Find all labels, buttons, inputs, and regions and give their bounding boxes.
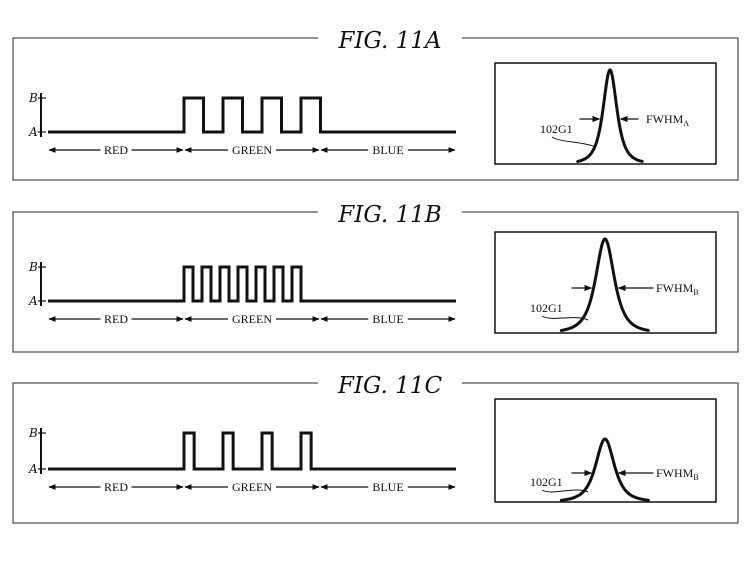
spectrum-peak-curve bbox=[576, 68, 644, 163]
segment-label-red: RED bbox=[104, 312, 128, 326]
fwhm-text: FWHM bbox=[656, 281, 694, 295]
fwhm-text: FWHM bbox=[656, 466, 694, 480]
curve-label: 102G1 bbox=[530, 475, 563, 489]
segment-label-blue: BLUE bbox=[372, 480, 403, 494]
level-high-label: B bbox=[28, 426, 38, 440]
spectrum-peak-curve bbox=[559, 237, 650, 332]
panel-fig-11c: FIG. 11C B A RED GREEN BLUE 102G1 FWHMB bbox=[12, 373, 739, 524]
fwhm-label: FWHMB bbox=[656, 466, 699, 482]
spectrum-box bbox=[494, 398, 717, 503]
level-high-label: B bbox=[28, 91, 38, 105]
curve-label: 102G1 bbox=[540, 122, 573, 136]
level-high-label: B bbox=[28, 260, 38, 274]
segment-label-red: RED bbox=[104, 480, 128, 494]
figure-title: FIG. 11B bbox=[337, 202, 441, 228]
fwhm-subscript: B bbox=[693, 288, 698, 297]
panel-frame bbox=[12, 211, 739, 353]
curve-label: 102G1 bbox=[530, 301, 563, 315]
fwhm-subscript: A bbox=[683, 119, 689, 128]
segment-label-blue: BLUE bbox=[372, 143, 403, 157]
drive-waveform bbox=[48, 265, 456, 303]
panel-frame bbox=[12, 382, 739, 524]
segment-label-green: GREEN bbox=[232, 480, 272, 494]
curve-leader-line bbox=[541, 489, 589, 493]
fwhm-text: FWHM bbox=[646, 112, 684, 126]
level-low-label: A bbox=[28, 125, 38, 139]
spectrum-peak-curve bbox=[559, 437, 650, 502]
figure-title: FIG. 11C bbox=[337, 373, 442, 399]
level-low-label: A bbox=[28, 462, 38, 476]
drive-waveform bbox=[48, 431, 456, 471]
panel-fig-11a: FIG. 11A B A RED GREEN BLUE 102G1 FWHMA bbox=[12, 28, 739, 181]
spectrum-box bbox=[494, 231, 717, 334]
fwhm-subscript: B bbox=[693, 473, 698, 482]
fwhm-label: FWHMB bbox=[656, 281, 699, 297]
drive-waveform bbox=[48, 96, 456, 134]
panel-fig-11b: FIG. 11B B A RED GREEN BLUE 102G1 FWHMB bbox=[12, 202, 739, 353]
fwhm-label: FWHMA bbox=[646, 112, 689, 128]
segment-label-blue: BLUE bbox=[372, 312, 403, 326]
panel-frame bbox=[12, 37, 739, 181]
level-low-label: A bbox=[28, 294, 38, 308]
figure-title: FIG. 11A bbox=[337, 28, 441, 54]
segment-label-green: GREEN bbox=[232, 312, 272, 326]
segment-label-green: GREEN bbox=[232, 143, 272, 157]
curve-leader-line bbox=[551, 136, 597, 148]
spectrum-box bbox=[494, 62, 717, 165]
segment-label-red: RED bbox=[104, 143, 128, 157]
